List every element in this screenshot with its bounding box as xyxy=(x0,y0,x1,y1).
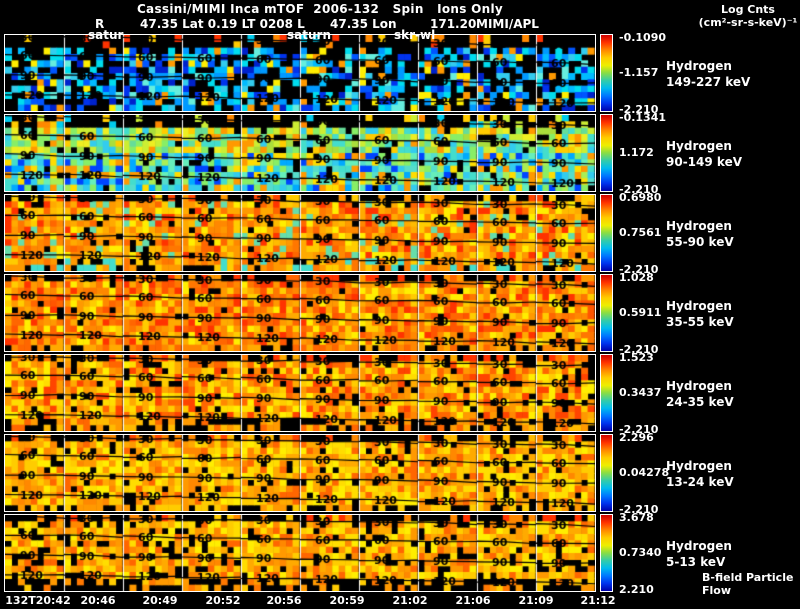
colorbar-units-line1: Log Cnts xyxy=(721,3,775,16)
position-readout-2: 47.35 Lon xyxy=(330,17,397,31)
species-label: Hydrogen xyxy=(666,219,732,233)
event-annotation: satur xyxy=(88,28,124,42)
event-annotation: saturn xyxy=(287,28,331,42)
species-label: Hydrogen xyxy=(666,299,732,313)
time-tick-label: 20:56 xyxy=(266,594,302,607)
heatmap-strip xyxy=(4,434,596,512)
colorbar-tick-label: 0.04278 xyxy=(619,466,670,479)
time-tick-label: 21:09 xyxy=(518,594,554,607)
energy-range-label: 90-149 keV xyxy=(666,155,742,169)
colorbar xyxy=(600,34,613,112)
channel-label: Hydrogen 90-149 keV xyxy=(666,138,742,170)
heatmap-canvas xyxy=(5,435,595,511)
colorbar xyxy=(600,114,613,192)
colorbar-tick-label: -2.210 xyxy=(619,423,659,436)
colorbar xyxy=(600,434,613,512)
colorbar-tick-label: 0.3437 xyxy=(619,386,662,399)
time-tick-label: 21:02 xyxy=(392,594,428,607)
heatmap-canvas xyxy=(5,195,595,271)
species-label: Hydrogen xyxy=(666,59,732,73)
bfield-particle-flow-label: B-field Particle Flow xyxy=(702,571,794,597)
spectrogram-row: 3.678 0.7340 2.210 Hydrogen 5-13 keV B-field … xyxy=(4,511,796,597)
colorbar-tick-label: 2.296 xyxy=(619,431,654,444)
colorbar-tick-label: 0.7561 xyxy=(619,226,662,239)
species-label: Hydrogen xyxy=(666,139,732,153)
heatmap-canvas xyxy=(5,275,595,351)
colorbar-tick-label: 0.6980 xyxy=(619,191,662,204)
spectrogram-row: 0.6980 0.7561 -2.210 Hydrogen 55-90 keV xyxy=(4,191,796,276)
energy-range-label: 13-24 keV xyxy=(666,475,734,489)
position-readout-1: 47.35 Lat 0.19 LT 0208 L xyxy=(140,17,305,31)
colorbar-tick-label: -2.210 xyxy=(619,103,659,116)
heatmap-strip xyxy=(4,354,596,432)
colorbar-tick-label: -2.210 xyxy=(619,183,659,196)
colorbar xyxy=(600,514,613,592)
colorbar xyxy=(600,274,613,352)
heatmap-strip xyxy=(4,514,596,592)
energy-range-label: 24-35 keV xyxy=(666,395,734,409)
energy-range-label: 5-13 keV xyxy=(666,555,726,569)
colorbar-tick-label: 1.172 xyxy=(619,146,654,159)
colorbar-tick-label: 2.210 xyxy=(619,583,654,596)
channel-label: Hydrogen 24-35 keV xyxy=(666,378,734,410)
species-label: Hydrogen xyxy=(666,379,732,393)
energy-range-label: 35-55 keV xyxy=(666,315,734,329)
channel-label: Hydrogen 35-55 keV xyxy=(666,298,734,330)
colorbar xyxy=(600,354,613,432)
event-annotation: skr-wl xyxy=(394,28,436,42)
page-title: Cassini/MIMI Inca mTOF 2006-132 Spin Ion… xyxy=(136,2,504,16)
heatmap-canvas xyxy=(5,115,595,191)
species-label: Hydrogen xyxy=(666,539,732,553)
colorbar-tick-label: -0.1090 xyxy=(619,31,667,44)
time-tick-label: 21:12 xyxy=(580,594,616,607)
time-tick-label: 21:06 xyxy=(455,594,491,607)
colorbar-tick-label: -0.1341 xyxy=(619,111,667,124)
channel-label: Hydrogen 13-24 keV xyxy=(666,458,734,490)
channel-label: Hydrogen 5-13 keV xyxy=(666,538,732,570)
instrument-label: MIMI/APL xyxy=(476,17,539,31)
heatmap-canvas xyxy=(5,515,595,591)
spectrogram-row: 1.028 0.5911 -2.210 Hydrogen 35-55 keV xyxy=(4,271,796,356)
spectrogram-row: -0.1341 1.172 -2.210 Hydrogen 90-149 keV xyxy=(4,111,796,196)
channel-label: Hydrogen 149-227 keV xyxy=(666,58,750,90)
position-readout-3: 171.20 xyxy=(430,17,477,31)
colorbar-tick-label: -2.210 xyxy=(619,263,659,276)
colorbar-tick-label: 0.5911 xyxy=(619,306,662,319)
colorbar-tick-label: 3.678 xyxy=(619,511,654,524)
colorbar-tick-label: -1.157 xyxy=(619,66,659,79)
heatmap-strip xyxy=(4,274,596,352)
spectrogram-row: 2.296 0.04278 -2.210 Hydrogen 13-24 keV xyxy=(4,431,796,516)
colorbar-units-line2: (cm²-sr-s-keV)⁻¹ xyxy=(698,16,798,29)
spectrogram-row: 1.523 0.3437 -2.210 Hydrogen 24-35 keV xyxy=(4,351,796,436)
spectrogram-row: -0.1090 -1.157 -2.210 Hydrogen 149-227 keV xyxy=(4,31,796,116)
heatmap-canvas xyxy=(5,35,595,111)
channel-label: Hydrogen 55-90 keV xyxy=(666,218,734,250)
colorbar-tick-label: 0.7340 xyxy=(619,546,662,559)
energy-range-label: 55-90 keV xyxy=(666,235,734,249)
energy-range-label: 149-227 keV xyxy=(666,75,751,89)
colorbar-tick-label: -2.210 xyxy=(619,343,659,356)
heatmap-strip xyxy=(4,114,596,192)
colorbar-tick-label: -2.210 xyxy=(619,503,659,516)
time-tick-label: 132T20:42 xyxy=(5,594,71,607)
radial-distance-label: R xyxy=(95,17,105,31)
heatmap-strip xyxy=(4,34,596,112)
time-tick-label: 20:46 xyxy=(80,594,116,607)
colorbar-tick-label: 1.028 xyxy=(619,271,654,284)
time-tick-label: 20:52 xyxy=(205,594,241,607)
colorbar-units-title: Log Cnts (cm²-sr-s-keV)⁻¹ xyxy=(698,3,798,29)
time-tick-label: 20:59 xyxy=(329,594,365,607)
species-label: Hydrogen xyxy=(666,459,732,473)
time-tick-label: 20:49 xyxy=(142,594,178,607)
colorbar xyxy=(600,194,613,272)
heatmap-strip xyxy=(4,194,596,272)
colorbar-tick-label: 1.523 xyxy=(619,351,654,364)
heatmap-canvas xyxy=(5,355,595,431)
